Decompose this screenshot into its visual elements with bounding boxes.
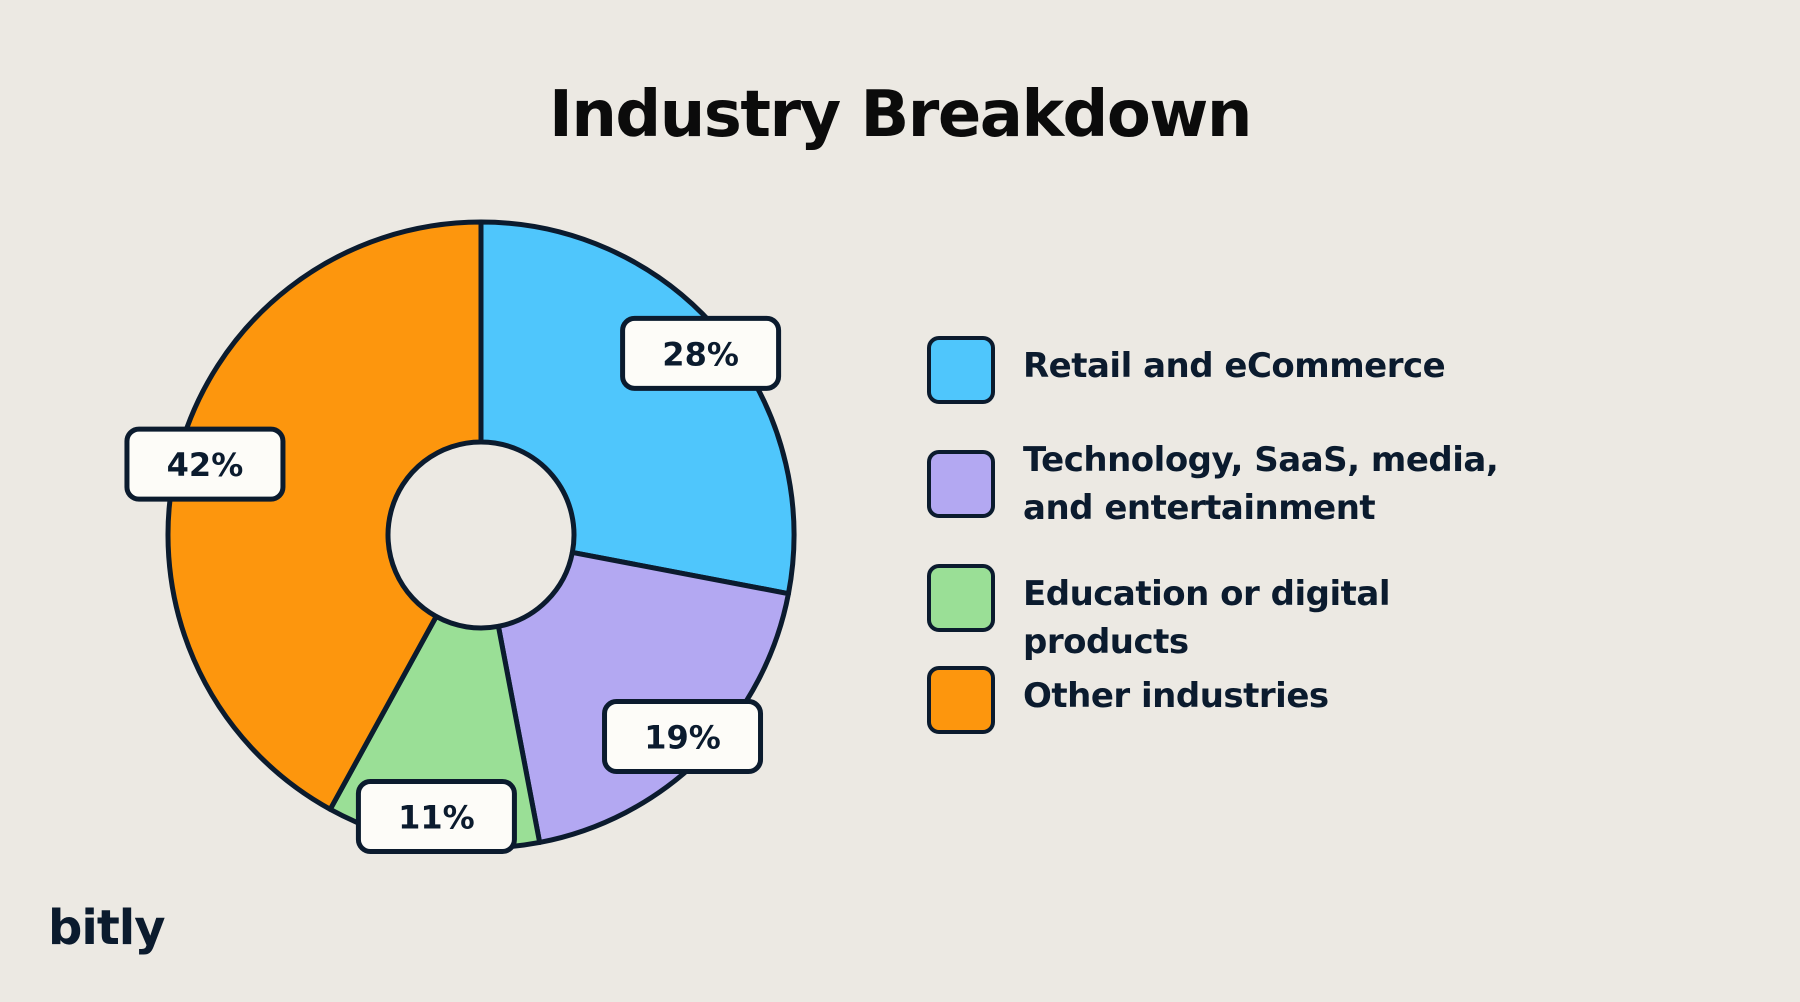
legend-label-retail: Retail and eCommerce xyxy=(1023,346,1446,386)
slice-label-text-2: 11% xyxy=(398,798,475,836)
slice-label-box-2 xyxy=(355,778,517,854)
legend-swatch-other xyxy=(927,666,995,734)
legend-label-technology: Technology, SaaS, media, and entertainme… xyxy=(1023,440,1499,528)
slice-label-text-3: 42% xyxy=(167,446,244,484)
legend-item-retail: Retail and eCommerce xyxy=(927,336,1543,404)
legend-label-education: Education or digital products xyxy=(1023,574,1390,662)
slice-label-text-1: 19% xyxy=(644,719,721,757)
legend-swatch-retail xyxy=(927,336,995,404)
legend-label-other: Other industries xyxy=(1023,676,1329,716)
slice-label-3: 42% xyxy=(124,426,286,502)
pie-slice-3 xyxy=(165,219,484,812)
legend-swatch-education xyxy=(927,564,995,632)
legend-item-education: Education or digital products xyxy=(927,564,1543,666)
legend-item-other: Other industries xyxy=(927,666,1543,734)
legend-item-technology: Technology, SaaS, media, and entertainme… xyxy=(927,440,1543,532)
slice-label-1: 19% xyxy=(602,699,764,775)
pie-slice-1 xyxy=(495,549,791,845)
legend-swatch-technology xyxy=(927,450,995,518)
slice-label-box-0 xyxy=(620,315,782,391)
pie-slice-0 xyxy=(478,219,797,597)
slice-label-box-3 xyxy=(124,426,286,502)
bitly-logo: bitly xyxy=(48,900,165,956)
slice-label-0: 28% xyxy=(620,315,782,391)
slice-label-box-1 xyxy=(602,699,764,775)
slice-label-text-0: 28% xyxy=(662,335,739,373)
slice-label-2: 11% xyxy=(355,778,517,854)
chart-title: Industry Breakdown xyxy=(549,78,1252,152)
